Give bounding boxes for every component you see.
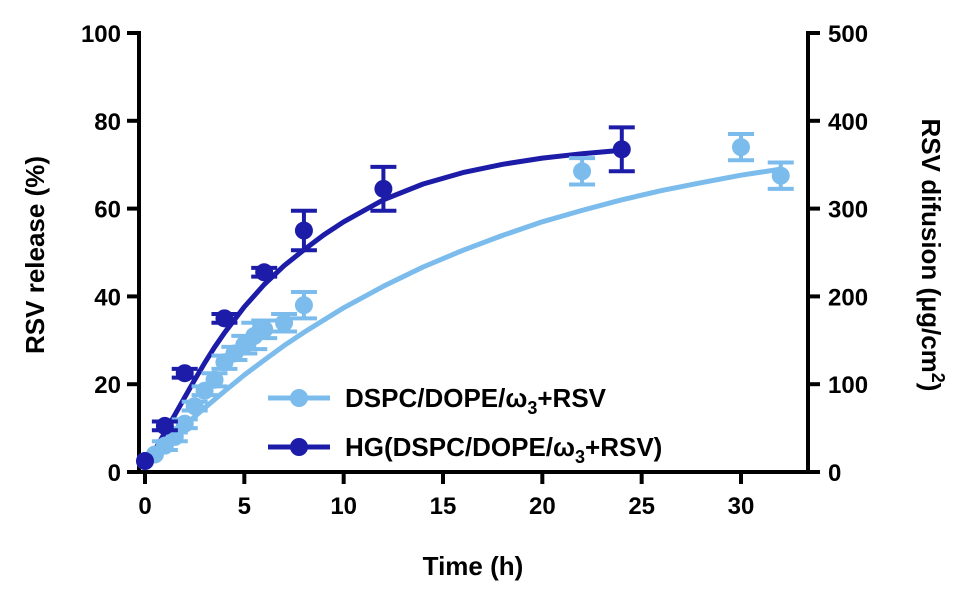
fit-curve-0 xyxy=(142,166,784,467)
x-tick-label-0: 0 xyxy=(138,493,151,520)
data-point-0-17 xyxy=(771,166,790,185)
legend-label-1-main: HG(DSPC/DOPE/ω xyxy=(345,432,575,462)
x-axis-title: Time (h) xyxy=(423,551,524,581)
y-tick-label-4: 80 xyxy=(94,109,121,136)
x-tick-label-5: 25 xyxy=(628,493,655,520)
y2-tick-label-4: 400 xyxy=(828,109,868,136)
x-tick-label-6: 30 xyxy=(728,493,755,520)
y2-tick-label-0: 0 xyxy=(828,460,841,487)
y-tick-label-3: 60 xyxy=(94,197,121,224)
fit-curves xyxy=(142,147,784,467)
legend-label-1-tail: +RSV) xyxy=(585,432,662,462)
legend-label-1-sub: 3 xyxy=(575,447,585,467)
y2-tick-label-5: 500 xyxy=(828,21,868,48)
legend-label-1: HG(DSPC/DOPE/ω3+RSV) xyxy=(345,432,662,467)
data-point-0-4 xyxy=(175,414,194,433)
data-point-1-3 xyxy=(215,309,234,328)
x-tick-label-3: 15 xyxy=(430,493,457,520)
y2-tick-label-1: 100 xyxy=(828,372,868,399)
x-tick-label-1: 5 xyxy=(238,493,251,520)
legend-marker-1 xyxy=(290,438,308,456)
data-point-0-5 xyxy=(185,397,204,416)
y2-axis-title-close: ) xyxy=(916,383,946,392)
data-point-1-1 xyxy=(155,416,174,435)
legend-label-0-tail: +RSV xyxy=(537,383,606,413)
data-point-0-14 xyxy=(294,296,313,315)
legend-label-0: DSPC/DOPE/ω3+RSV xyxy=(345,383,607,418)
y2-tick-label-3: 300 xyxy=(828,197,868,224)
ticks: 0 20 40 60 80 100 0 100 200 300 400 500 0 5 10 15 20 25 30 xyxy=(81,21,868,520)
y2-axis-title: RSV difusion (μg/cm2) xyxy=(916,119,948,392)
y2-axis-title-sup: 2 xyxy=(928,373,948,383)
data-point-0-7 xyxy=(205,370,224,389)
legend-item-0: DSPC/DOPE/ω3+RSV xyxy=(268,383,607,418)
data-point-0-15 xyxy=(573,162,592,181)
y2-axis-title-main: RSV difusion ( xyxy=(916,119,946,297)
y-tick-label-2: 40 xyxy=(94,284,121,311)
y-tick-label-5: 100 xyxy=(81,21,121,48)
x-tick-label-2: 10 xyxy=(330,493,357,520)
legend-label-0-sub: 3 xyxy=(527,398,537,418)
y2-tick-label-2: 200 xyxy=(828,284,868,311)
y-tick-label-0: 0 xyxy=(108,460,121,487)
data-point-1-2 xyxy=(175,364,194,383)
legend-marker-0 xyxy=(290,389,308,407)
data-point-1-5 xyxy=(294,221,313,240)
legend-item-1: HG(DSPC/DOPE/ω3+RSV) xyxy=(268,432,662,467)
legend: DSPC/DOPE/ω3+RSV HG(DSPC/DOPE/ω3+RSV) xyxy=(268,383,662,467)
y-tick-label-1: 20 xyxy=(94,372,121,399)
data-point-1-7 xyxy=(612,140,631,159)
legend-label-0-main: DSPC/DOPE/ω xyxy=(345,383,527,413)
data-point-0-16 xyxy=(732,138,750,157)
x-tick-label-4: 20 xyxy=(529,493,556,520)
data-point-0-12 xyxy=(255,320,274,339)
data-point-0-13 xyxy=(275,313,294,332)
y-axis-title: RSV release (%) xyxy=(20,156,50,354)
data-points xyxy=(136,125,794,471)
data-point-1-6 xyxy=(374,179,393,198)
axes xyxy=(137,31,810,474)
data-point-1-4 xyxy=(255,263,274,282)
y2-axis-title-unit: μg/cm xyxy=(916,296,946,373)
data-point-1-0 xyxy=(136,452,154,471)
